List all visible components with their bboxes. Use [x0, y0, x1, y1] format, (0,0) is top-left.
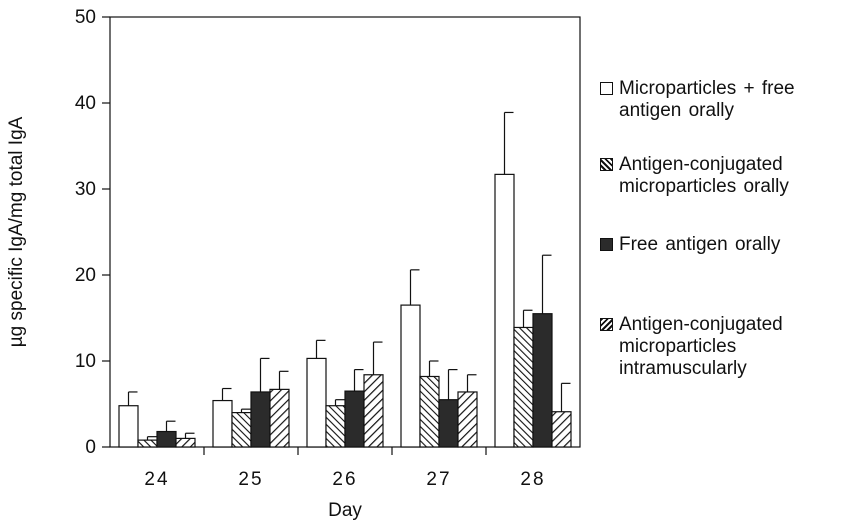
bar-white-day-27 [400, 304, 421, 448]
bar-dark-day-24 [156, 430, 177, 448]
bar-dark-day-25 [250, 391, 271, 448]
legend-label: Free antigen orally [619, 234, 781, 255]
legend-item-free-antigen-orally: Free antigen orally [600, 234, 780, 256]
legend-label: Antigen-conjugated microparticles intram… [619, 314, 783, 379]
x-axis-title: Day [328, 500, 362, 521]
legend-label: Microparticles + free antigen orally [619, 78, 795, 121]
legend-swatch-slash-hatch [600, 318, 613, 331]
bar-backslash-hatch-day-24 [137, 439, 158, 448]
x-tick-label: 28 [520, 469, 545, 490]
bar-slash-hatch-day-24 [175, 437, 196, 448]
y-tick-label: 40 [75, 93, 96, 114]
y-tick-label: 10 [75, 351, 96, 372]
bar-dark-day-26 [344, 390, 365, 448]
bar-slash-hatch-day-27 [457, 391, 478, 448]
y-axis-title: µg specific IgA/mg total IgA [6, 116, 27, 347]
bar-dark-day-28 [532, 313, 553, 448]
legend-swatch-dark [600, 238, 613, 251]
bar-backslash-hatch-day-27 [419, 375, 440, 448]
y-tick-label: 0 [85, 437, 96, 458]
x-tick-label: 26 [332, 469, 357, 490]
bar-dark-day-27 [438, 399, 459, 448]
bar-backslash-hatch-day-25 [231, 412, 252, 448]
legend-item-conjugated-orally: Antigen-conjugated microparticles orally [600, 154, 789, 198]
bar-backslash-hatch-day-26 [325, 405, 346, 448]
y-tick-label: 30 [75, 179, 96, 200]
bar-white-day-26 [306, 357, 327, 448]
y-tick-label: 20 [75, 265, 96, 286]
x-tick-label: 25 [238, 469, 263, 490]
x-axis: 24 25 26 27 28 [144, 447, 545, 490]
bar-white-day-24 [118, 405, 139, 448]
y-tick-label: 50 [75, 7, 96, 28]
bar-white-day-25 [212, 399, 233, 448]
x-tick-label: 24 [144, 469, 169, 490]
legend-label: Antigen-conjugated microparticles orally [619, 154, 789, 197]
bars-layer [118, 173, 572, 448]
legend-item-microparticles-free-antigen: Microparticles + free antigen orally [600, 78, 795, 122]
bar-slash-hatch-day-25 [269, 388, 290, 448]
legend-swatch-white [600, 82, 613, 95]
legend-swatch-backslash-hatch [600, 158, 613, 171]
y-axis: 0 10 20 30 40 50 [75, 7, 110, 458]
x-tick-label: 27 [426, 469, 451, 490]
bar-slash-hatch-day-26 [363, 374, 384, 448]
bar-slash-hatch-day-28 [551, 411, 572, 448]
legend-item-conjugated-intramuscularly: Antigen-conjugated microparticles intram… [600, 314, 783, 380]
bar-backslash-hatch-day-28 [513, 326, 534, 448]
bar-white-day-28 [494, 173, 515, 448]
error-bars-layer [127, 111, 571, 441]
